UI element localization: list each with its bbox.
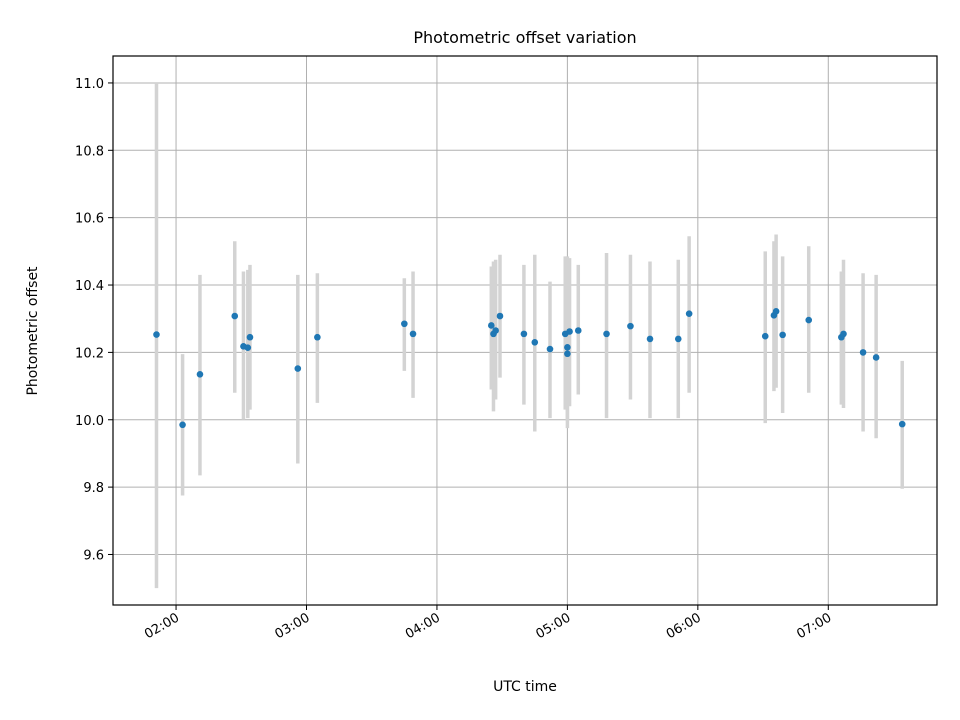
data-point [566,328,573,335]
data-point [646,335,654,343]
y-tick-label: 11.0 [75,77,104,92]
y-tick-label: 9.6 [83,548,104,563]
data-point [761,332,769,340]
data-point [488,322,495,329]
y-tick-label: 10.2 [75,346,104,361]
data-point [685,310,693,317]
chart-title: Photometric offset variation [413,28,636,47]
data-point [196,370,204,378]
data-point [574,327,582,334]
data-point [772,308,780,315]
data-point [859,349,867,356]
plot-frame [112,55,938,606]
data-point [531,338,539,346]
data-point [564,350,571,358]
data-point [779,331,786,339]
data-point [179,421,186,429]
y-tick-label: 10.4 [75,279,104,294]
data-point [409,330,417,338]
data-point [246,333,254,341]
data-point [898,420,906,428]
data-point [294,365,302,372]
y-tick-label: 10.0 [75,414,104,429]
data-point [496,312,504,320]
data-point [314,333,321,341]
data-point [153,331,160,338]
y-tick-label: 10.6 [75,212,104,227]
y-tick-label: 10.8 [75,144,104,159]
y-axis-label: Photometric offset [25,266,41,396]
data-point [231,312,239,320]
data-point [520,330,528,338]
data-point [401,320,408,328]
data-point [564,344,571,351]
data-point [674,335,682,343]
data-point [603,330,610,338]
data-point [805,316,813,324]
data-point [840,330,847,338]
data-point [546,345,554,353]
data-points [153,308,906,429]
data-point [244,344,252,351]
x-axis-label: UTC time [493,679,557,695]
data-point [492,327,499,334]
data-point [872,354,880,361]
data-point [627,322,634,330]
y-tick-label: 9.8 [83,481,104,496]
